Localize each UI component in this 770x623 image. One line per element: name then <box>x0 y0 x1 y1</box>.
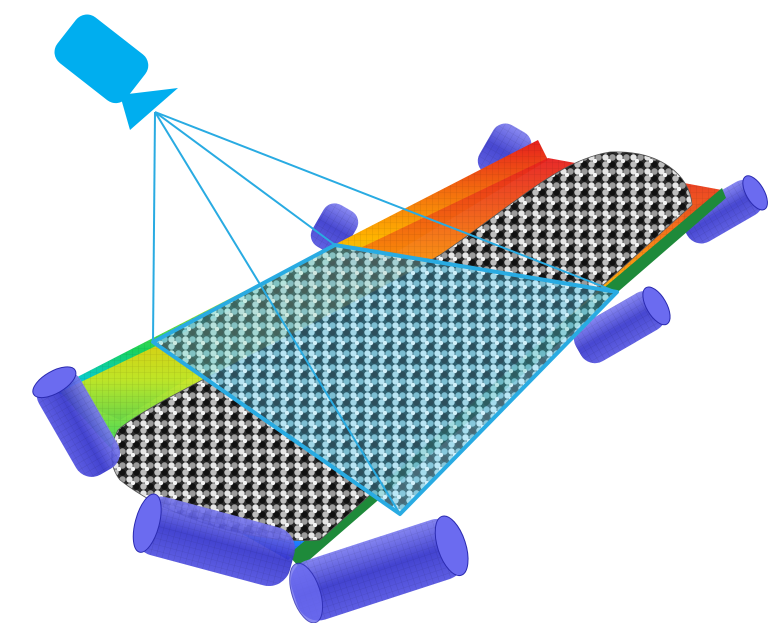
video-camera-icon <box>54 14 178 130</box>
idler-rolls-front <box>32 366 469 623</box>
idler-rolls-back <box>310 123 768 364</box>
camera-sight-lines <box>152 111 618 515</box>
